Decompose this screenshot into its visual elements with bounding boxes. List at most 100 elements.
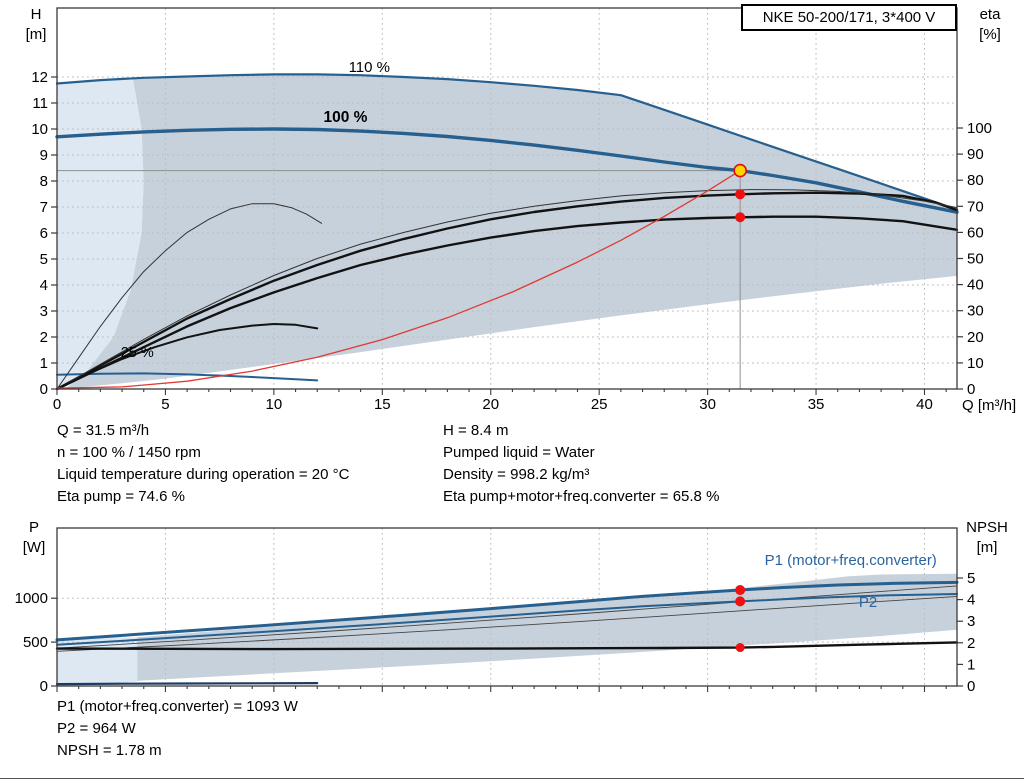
y-left-tick-label: 11 xyxy=(32,95,48,112)
y-right-tick-label: 2 xyxy=(967,635,975,652)
y-right-tick-label: 40 xyxy=(967,277,984,294)
y-left-tick-label: 6 xyxy=(40,225,48,242)
eta-axis-unit: eta [%] xyxy=(966,5,1014,45)
eta-thin-companion-curve xyxy=(56,189,958,390)
y-right-tick-label: 90 xyxy=(967,146,984,163)
x-tick-label: 10 xyxy=(266,396,283,413)
pump-model-label: NKE 50-200/171, 3*400 V xyxy=(762,9,936,26)
duty-info-right: H = 8.4 m Pumped liquid = Water Density … xyxy=(443,420,719,508)
eta-reduced-speed-arc xyxy=(56,203,323,390)
y-left-tick-label: 2 xyxy=(40,329,48,346)
eta-total-curve xyxy=(55,215,959,391)
curve-25-percent xyxy=(56,372,319,382)
y-left-tick-label: 10 xyxy=(31,121,48,138)
p1-curve xyxy=(55,580,959,642)
npsh-axis-unit: NPSH [m] xyxy=(956,518,1018,558)
p2-curve xyxy=(56,593,958,646)
power-info: P1 (motor+freq.converter) = 1093 W P2 = … xyxy=(57,696,298,762)
info-line-n: n = 100 % / 1450 rpm xyxy=(57,444,201,461)
y-right-tick-label: 0 xyxy=(967,678,975,695)
page-bottom-rule xyxy=(0,778,1024,779)
info-line-p1: P1 (motor+freq.converter) = 1093 W xyxy=(57,698,298,715)
y-left-tick-label: 3 xyxy=(40,303,48,320)
eta-25-percent-curve xyxy=(56,323,319,390)
duty-point-marker xyxy=(733,163,747,178)
y-left-tick-label: 7 xyxy=(40,199,48,216)
p-25-percent-line xyxy=(55,681,319,686)
x-tick-label: 30 xyxy=(699,396,716,413)
p-axis-unit: P [W] xyxy=(12,518,56,558)
operating-envelope-region xyxy=(65,74,957,389)
x-tick-label: 25 xyxy=(591,396,608,413)
y-left-tick-label: 8 xyxy=(40,173,48,190)
h-axis-unit-dim: [m] xyxy=(25,26,47,43)
info-line-eta-pump: Eta pump = 74.6 % xyxy=(57,488,185,505)
y-left-tick-label: 9 xyxy=(40,147,48,164)
curve-label-25: 25 % xyxy=(121,345,154,361)
y-left-tick-label: 500 xyxy=(23,634,48,651)
x-tick-label: 35 xyxy=(808,396,825,413)
info-line-temperature: Liquid temperature during operation = 20… xyxy=(57,466,350,483)
x-tick-label: 40 xyxy=(916,396,933,413)
plot-frame xyxy=(56,7,958,390)
power-npsh-chart[interactable]: 0 500 1000 0 1 2 3 4 5 P1 (motor+freq.converter) P… xyxy=(15,527,976,695)
y-left-tick-label: 0 xyxy=(40,381,48,398)
duty-curve-red xyxy=(56,169,741,389)
curve-110-percent xyxy=(55,73,959,211)
y-left-tick-label: 12 xyxy=(31,69,48,86)
x-tick-label: 20 xyxy=(482,396,499,413)
q-axis-unit: Q [m³/h] xyxy=(962,396,1024,416)
y-right-tick-label: 30 xyxy=(967,303,984,320)
y-right-tick-label: 100 xyxy=(967,120,992,137)
y-right-tick-label: 4 xyxy=(967,592,975,609)
duty-info-left: Q = 31.5 m³/h n = 100 % / 1450 rpm Liqui… xyxy=(57,420,349,508)
eta-pump-point xyxy=(735,189,746,200)
y-right-tick-label: 20 xyxy=(967,329,984,346)
pump-model-box: NKE 50-200/171, 3*400 V xyxy=(741,4,957,31)
info-line-eta-total: Eta pump+motor+freq.converter = 65.8 % xyxy=(443,488,720,505)
eta-pump-curve xyxy=(55,191,959,391)
npsh-point xyxy=(735,643,745,653)
p-axis-unit-symbol: P xyxy=(28,519,39,536)
y-left-tick-label: 5 xyxy=(40,251,48,268)
x-tick-label: 15 xyxy=(374,396,391,413)
info-line-density: Density = 998.2 kg/m³ xyxy=(443,466,590,483)
y-right-tick-label: 10 xyxy=(967,355,984,372)
plot-frame xyxy=(56,527,958,687)
curve-label-p2: P2 xyxy=(859,594,877,611)
p1-point xyxy=(735,585,746,596)
curve-label-100: 100 % xyxy=(323,109,367,126)
h-axis-unit-symbol: H xyxy=(30,6,42,23)
p-thin-line-2 xyxy=(56,595,958,652)
info-line-q: Q = 31.5 m³/h xyxy=(57,422,150,439)
p-thin-line-1 xyxy=(56,585,958,649)
y-left-tick-label: 1000 xyxy=(15,590,48,607)
y-right-tick-label: 0 xyxy=(967,381,975,398)
x-tick-label: 0 xyxy=(53,396,61,413)
npsh-curve xyxy=(55,641,959,651)
eta-axis-unit-symbol: eta xyxy=(979,6,1001,23)
info-line-npsh: NPSH = 1.78 m xyxy=(57,742,162,759)
y-right-tick-label: 80 xyxy=(967,172,984,189)
h-axis-unit: H [m] xyxy=(18,5,54,45)
npsh-axis-unit-dim: [m] xyxy=(976,539,998,556)
y-left-tick-label: 4 xyxy=(40,277,48,294)
y-left-tick-label: 1 xyxy=(40,355,48,372)
eta-axis-unit-dim: [%] xyxy=(979,26,1001,43)
eta-total-point xyxy=(735,212,746,223)
info-line-p2: P2 = 964 W xyxy=(57,720,136,737)
y-right-tick-label: 60 xyxy=(967,224,984,241)
curve-label-p1: P1 (motor+freq.converter) xyxy=(765,552,937,569)
operating-envelope-region xyxy=(137,573,957,681)
npsh-axis-unit-symbol: NPSH xyxy=(966,519,1008,536)
y-right-tick-label: 70 xyxy=(967,198,984,215)
q-axis-unit-label: Q [m³/h] xyxy=(962,397,1017,414)
x-tick-label: 5 xyxy=(161,396,169,413)
info-line-h: H = 8.4 m xyxy=(443,422,509,439)
y-right-tick-label: 5 xyxy=(967,570,975,587)
p-axis-unit-dim: [W] xyxy=(22,539,46,556)
curve-label-110: 110 % xyxy=(349,59,390,76)
